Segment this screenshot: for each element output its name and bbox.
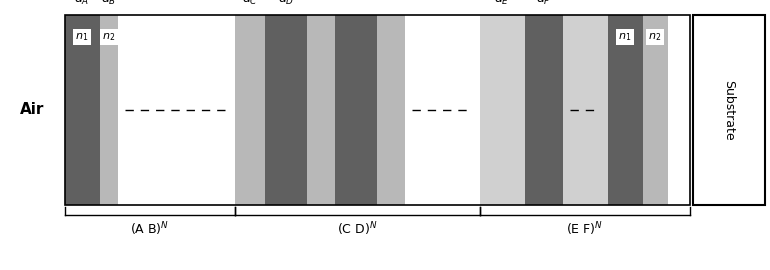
Text: $n_2$: $n_2$ (648, 31, 661, 43)
Bar (335, 15, 377, 205)
Text: $d_F$: $d_F$ (537, 0, 551, 7)
Text: $d_E$: $d_E$ (494, 0, 510, 7)
Text: (E F)$^N$: (E F)$^N$ (567, 220, 604, 238)
Text: Substrate: Substrate (722, 80, 735, 140)
Bar (65, 15, 690, 205)
Bar (643, 15, 668, 205)
Text: (A B)$^N$: (A B)$^N$ (130, 220, 169, 238)
Text: $d_D$: $d_D$ (278, 0, 294, 7)
Bar (480, 15, 525, 205)
Bar (100, 15, 118, 205)
Text: $d_B$: $d_B$ (102, 0, 117, 7)
Text: $n_1$: $n_1$ (75, 31, 89, 43)
Bar (608, 15, 643, 205)
Text: $d_C$: $d_C$ (242, 0, 258, 7)
Bar (563, 15, 608, 205)
Bar (693, 15, 765, 205)
Bar (377, 15, 405, 205)
Bar (65, 15, 100, 205)
Bar (265, 15, 307, 205)
Text: (C D)$^N$: (C D)$^N$ (337, 220, 378, 238)
Text: $n_2$: $n_2$ (102, 31, 116, 43)
Text: Air: Air (20, 103, 44, 117)
Bar (235, 15, 265, 205)
Text: $d_A$: $d_A$ (75, 0, 89, 7)
Bar (307, 15, 335, 205)
Text: $n_1$: $n_1$ (618, 31, 631, 43)
Bar (65, 15, 690, 205)
Bar (525, 15, 563, 205)
